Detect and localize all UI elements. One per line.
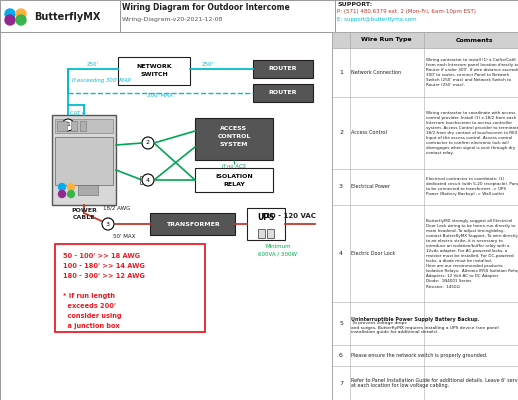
Text: ROUTER: ROUTER: [269, 66, 297, 72]
Text: ACCESS: ACCESS: [221, 126, 248, 132]
Bar: [150, 213, 235, 235]
Bar: [118, 57, 190, 85]
Text: 250': 250': [87, 62, 99, 67]
Text: ISOLATION: ISOLATION: [215, 174, 253, 178]
Circle shape: [59, 190, 65, 198]
Text: TRANSFORMER: TRANSFORMER: [166, 222, 220, 226]
Text: Access Control: Access Control: [351, 130, 387, 135]
Circle shape: [67, 184, 75, 190]
Bar: [332, 32, 518, 48]
Text: 4: 4: [339, 251, 343, 256]
Circle shape: [142, 137, 154, 149]
Text: Minimum: Minimum: [265, 244, 291, 249]
Text: 4: 4: [146, 178, 150, 182]
Circle shape: [16, 15, 26, 25]
Text: 5: 5: [339, 321, 343, 326]
Text: 300' MAX: 300' MAX: [147, 93, 173, 98]
Bar: [55, 137, 113, 185]
Bar: [247, 208, 285, 240]
Bar: [52, 115, 116, 205]
Text: NETWORK: NETWORK: [136, 64, 172, 70]
Circle shape: [67, 190, 75, 198]
Bar: [55, 119, 113, 133]
Text: 3: 3: [339, 184, 343, 189]
Text: 18/2 AWG: 18/2 AWG: [103, 206, 131, 211]
Bar: [57, 121, 67, 131]
Text: consider using: consider using: [63, 313, 122, 319]
Text: UPS: UPS: [257, 212, 275, 222]
Bar: [78, 185, 98, 195]
Text: Wiring contractor to coordinate with access
control provider. Install (1) x 18/2: Wiring contractor to coordinate with acc…: [426, 111, 518, 155]
Circle shape: [142, 174, 154, 186]
Text: 250': 250': [202, 62, 214, 67]
Bar: [195, 168, 273, 192]
Text: 1: 1: [339, 70, 343, 75]
Text: POWER: POWER: [71, 208, 97, 213]
Bar: [195, 118, 273, 160]
Bar: [140, 176, 150, 184]
Text: P: (571) 480.6379 ext. 2 (Mon-Fri, 6am-10pm EST): P: (571) 480.6379 ext. 2 (Mon-Fri, 6am-1…: [337, 10, 476, 14]
Text: ButterflyMX strongly suggest all Electrical
Door Lock wiring to be home-run dire: ButterflyMX strongly suggest all Electri…: [426, 219, 518, 288]
Text: ROUTER: ROUTER: [269, 90, 297, 96]
Text: 2: 2: [339, 130, 343, 135]
Bar: [0, 0, 120, 32]
Text: RELAY: RELAY: [223, 182, 245, 186]
Text: If exceeding 300' MAX: If exceeding 300' MAX: [72, 78, 131, 83]
Text: 50 - 100' >> 18 AWG: 50 - 100' >> 18 AWG: [63, 253, 140, 259]
Text: 2: 2: [146, 140, 150, 146]
Bar: [80, 121, 86, 131]
Bar: [332, 32, 518, 400]
Text: Wiring Diagram for Outdoor Intercome: Wiring Diagram for Outdoor Intercome: [122, 2, 290, 12]
Text: Refer to Panel Installation Guide for additional details. Leave 6' service loop
: Refer to Panel Installation Guide for ad…: [351, 378, 518, 388]
Circle shape: [102, 218, 114, 230]
Text: 180 - 300' >> 12 AWG: 180 - 300' >> 12 AWG: [63, 273, 145, 279]
Text: * If run length: * If run length: [63, 293, 115, 299]
Text: Network Connection: Network Connection: [351, 70, 401, 75]
Text: Electrical contractor to coordinate: (1)
dedicated circuit (with 5-20 receptacle: Electrical contractor to coordinate: (1)…: [426, 177, 518, 196]
Bar: [267, 229, 274, 238]
Text: a junction box: a junction box: [63, 323, 120, 329]
Text: CONTROL: CONTROL: [218, 134, 251, 140]
Text: To prevent voltage drops
and surges, ButterflyMX requires installing a UPS devic: To prevent voltage drops and surges, But…: [351, 321, 499, 334]
Text: 110 - 120 VAC: 110 - 120 VAC: [261, 213, 315, 219]
Circle shape: [62, 119, 74, 131]
Text: Please ensure the network switch is properly grounded.: Please ensure the network switch is prop…: [351, 353, 487, 358]
Text: 50' MAX: 50' MAX: [113, 234, 135, 239]
Text: Wiring-Diagram-v20-2021-12-08: Wiring-Diagram-v20-2021-12-08: [122, 16, 223, 22]
Text: Electrical Power: Electrical Power: [351, 184, 390, 189]
Bar: [253, 84, 313, 102]
Circle shape: [5, 9, 15, 19]
Text: Comments: Comments: [455, 38, 493, 42]
Text: CABLE: CABLE: [73, 215, 95, 220]
Text: 6: 6: [339, 353, 343, 358]
Text: 1: 1: [66, 122, 70, 128]
Text: E: support@butterflymx.com: E: support@butterflymx.com: [337, 16, 416, 22]
Text: Electric Door Lock: Electric Door Lock: [351, 251, 395, 256]
Text: 3: 3: [106, 222, 110, 226]
Bar: [258, 229, 265, 238]
Text: ButterflyMX: ButterflyMX: [34, 12, 100, 22]
Bar: [0, 0, 518, 32]
Circle shape: [16, 9, 26, 19]
Text: Uninterruptible Power Supply Battery Backup.: Uninterruptible Power Supply Battery Bac…: [351, 317, 480, 322]
Text: SWITCH: SWITCH: [140, 72, 168, 78]
Circle shape: [5, 15, 15, 25]
Bar: [253, 60, 313, 78]
Text: exceeds 200': exceeds 200': [63, 303, 116, 309]
Circle shape: [59, 184, 65, 190]
Text: 100 - 180' >> 14 AWG: 100 - 180' >> 14 AWG: [63, 263, 145, 269]
Text: SYSTEM: SYSTEM: [220, 142, 248, 148]
Text: 7: 7: [339, 380, 343, 386]
Text: Wiring contractor to install (1) a Cat5e/Cat6
from each Intercom panel location : Wiring contractor to install (1) a Cat5e…: [426, 58, 518, 87]
Text: 600VA / 300W: 600VA / 300W: [258, 251, 297, 256]
Bar: [55, 244, 205, 332]
Text: If no ACS: If no ACS: [222, 164, 246, 169]
Bar: [71, 121, 77, 131]
Text: CAT 6: CAT 6: [70, 111, 85, 116]
Text: SUPPORT:: SUPPORT:: [337, 2, 372, 8]
Text: Wire Run Type: Wire Run Type: [361, 38, 411, 42]
